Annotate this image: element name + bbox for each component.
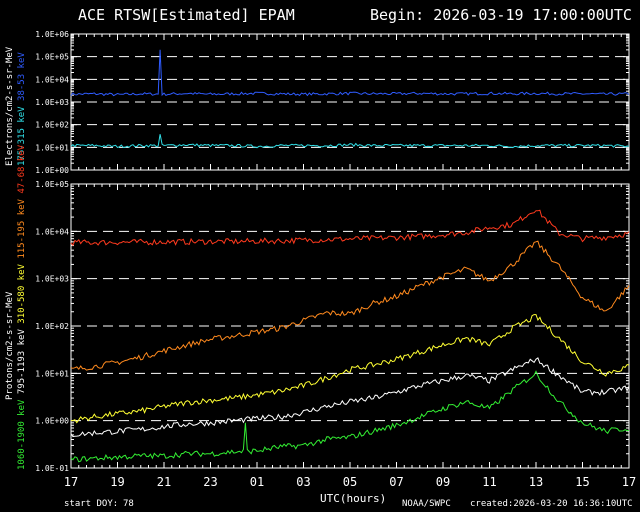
series-line-1060-1900-keV: [70, 370, 630, 463]
electrons-channel-labels-part: 38-53 keV: [17, 52, 27, 101]
protons-ylabel: Protons/cm2-s-sr-MeV: [5, 291, 15, 400]
start-doy-value: 78: [123, 499, 134, 509]
electrons-ytick-label: 1.0E+00: [35, 166, 69, 175]
electrons-channel-labels: 175-315 keV 38-53 keV: [17, 52, 27, 166]
series-line-795-1193-keV: [70, 357, 630, 438]
x-tick-label: 01: [250, 475, 264, 489]
x-tick-label: 15: [575, 475, 589, 489]
protons-ylabel-part: Protons/cm2-s-sr-MeV: [5, 291, 15, 400]
electrons-ytick-label: 1.0E+06: [35, 30, 69, 39]
protons-ytick-label: 1.0E+02: [35, 322, 69, 331]
chart-title: ACE RTSW[Estimated] EPAM: [78, 6, 295, 24]
protons-ytick-label: 1.0E+05: [35, 180, 69, 189]
x-tick-label: 23: [203, 475, 217, 489]
series-line-175-315-keV: [70, 134, 630, 149]
source-label: NOAA/SWPC: [402, 499, 451, 509]
protons-channel-labels-part: 310-580 keV: [17, 259, 27, 324]
protons-channel-labels-part: 115-195 keV: [17, 194, 27, 259]
electrons-ytick-label: 1.0E+04: [35, 75, 69, 84]
series-line-38-53-keV: [70, 49, 630, 97]
series-line-115-195-keV: [70, 240, 630, 371]
x-tick-label: 21: [157, 475, 171, 489]
electrons-ytick-label: 1.0E+02: [35, 121, 69, 130]
protons-channel-labels: 1060-1900 keV 795-1193 keV 310-580 keV 1…: [17, 144, 27, 470]
x-axis-label: UTC(hours): [320, 492, 387, 505]
axis-labels: Electrons/cm2-s-sr-MeV 175-315 keV 38-53 …: [5, 46, 27, 470]
x-axis: 17 19 21 23 01 03 05 07 09 11 13 15 17: [64, 475, 636, 489]
electrons-ytick-label: 1.0E+05: [35, 53, 69, 62]
protons-channel-labels-part: 47-68 keV: [17, 144, 27, 193]
protons-ytick-label: 1.0E+04: [35, 227, 69, 236]
x-tick-label: 03: [296, 475, 310, 489]
created-label: created:2026-03-20 16:36:10UTC: [470, 499, 633, 509]
electrons-ytick-label: 1.0E+01: [35, 143, 69, 152]
start-doy-label: start DOY:: [64, 499, 119, 509]
electrons-channel-labels-part: 175-315 keV: [17, 101, 27, 166]
begin-time: Begin: 2026-03-19 17:00:00UTC: [370, 6, 632, 24]
x-tick-label: 13: [529, 475, 543, 489]
series-line-47-68-keV: [70, 209, 630, 247]
x-tick-label: 11: [482, 475, 496, 489]
electrons-ytick-label: 1.0E+03: [35, 98, 69, 107]
electrons-ylabel: Electrons/cm2-s-sr-MeV: [5, 46, 15, 166]
x-tick-label: 07: [389, 475, 403, 489]
electrons-ylabel-part: Electrons/cm2-s-sr-MeV: [5, 46, 15, 166]
x-tick-label: 17: [622, 475, 636, 489]
protons-ytick-label: 1.0E+01: [35, 369, 69, 378]
series-line-310-580-keV: [70, 314, 630, 424]
protons-ytick-label: 1.0E+00: [35, 417, 69, 426]
electrons-panel: 1.0E+00 1.0E+01 1.0E+02 1.0E+03 1.0E+04 1.0E+…: [35, 30, 630, 175]
x-tick-label: 05: [343, 475, 357, 489]
protons-ytick-label: 1.0E-01: [35, 464, 69, 473]
x-tick-label: 17: [64, 475, 78, 489]
protons-channel-labels-part: 1060-1900 keV: [17, 394, 27, 470]
protons-ytick-label: 1.0E+03: [35, 275, 69, 284]
protons-panel: 1.0E-01 1.0E+00 1.0E+01 1.0E+02 1.0E+03 1.0E+…: [35, 180, 630, 473]
protons-channel-labels-part: 795-1193 keV: [17, 324, 27, 394]
x-tick-label: 19: [110, 475, 124, 489]
x-tick-label: 09: [436, 475, 450, 489]
